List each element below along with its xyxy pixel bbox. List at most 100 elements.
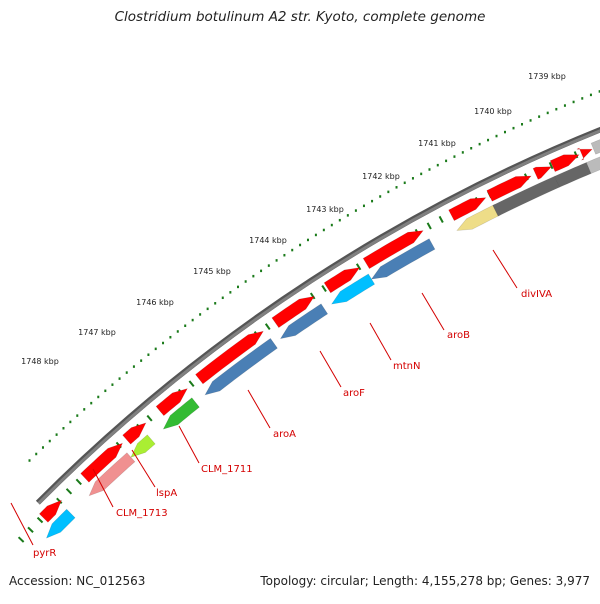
cds-feature — [130, 434, 156, 458]
scale-dot — [503, 130, 506, 134]
gene-label-connector — [131, 449, 156, 488]
scale-label: 1740 kbp — [474, 107, 512, 116]
gene-label: divIVA — [521, 289, 552, 300]
cds-feature — [323, 267, 361, 294]
gene-label-connector — [319, 350, 342, 388]
scale-dot — [221, 296, 224, 300]
scale-dot — [191, 318, 194, 322]
scale-dot — [330, 223, 333, 227]
scale-dot — [495, 134, 498, 138]
scale-dot — [411, 177, 414, 180]
scale-dot — [118, 377, 121, 380]
cds-feature — [586, 156, 600, 174]
cds-feature — [88, 452, 136, 497]
gene-label-connector — [369, 322, 392, 361]
scale-dot — [403, 181, 406, 185]
gene-label: aroA — [273, 429, 296, 440]
gene-label: aroF — [343, 388, 365, 399]
scale-dot — [41, 446, 44, 449]
scale-dot — [140, 359, 143, 362]
scale-dot — [322, 228, 325, 232]
scale-dot — [214, 302, 217, 305]
scale-dot — [69, 420, 72, 424]
genome-summary-text: Topology: circular; Length: 4,155,278 bp… — [260, 574, 590, 588]
scale-dot — [28, 459, 31, 462]
gene-label-connector — [10, 502, 34, 546]
scale-dot — [420, 172, 423, 176]
scale-dot — [354, 209, 357, 212]
scale-dot — [598, 90, 600, 93]
scale-dot — [48, 439, 51, 443]
scale-label: 1743 kbp — [306, 205, 344, 214]
track-tick — [264, 323, 271, 331]
scale-dot — [581, 97, 584, 100]
scale-dot — [470, 147, 473, 150]
cds-feature — [195, 330, 264, 385]
track-tick — [146, 414, 153, 422]
scale-dot — [35, 452, 38, 456]
scale-label: 1739 kbp — [528, 72, 566, 81]
gene-label: CLM_1713 — [116, 508, 168, 519]
gene-label-connector — [492, 249, 518, 289]
track-tick — [321, 285, 327, 293]
scale-dot — [76, 414, 79, 417]
scale-dot — [236, 285, 239, 289]
track-tick — [36, 516, 44, 524]
track-tick — [309, 292, 316, 300]
gene-label: CLM_1711 — [201, 464, 253, 475]
scale-dot — [244, 280, 247, 283]
scale-dot — [132, 365, 135, 368]
scale-dot — [314, 233, 317, 237]
scale-dot — [104, 389, 107, 393]
backbone-arc — [37, 129, 600, 505]
track-tick — [426, 222, 432, 230]
scale-dot — [154, 347, 157, 351]
scale-label: 1748 kbp — [21, 357, 59, 366]
scale-dot — [346, 214, 349, 217]
scale-dot — [169, 335, 172, 339]
cds-feature — [576, 147, 593, 161]
gene-label-connector — [178, 425, 200, 464]
scale-dot — [283, 253, 286, 257]
gene-label: lspA — [156, 488, 177, 499]
cds-feature — [204, 337, 278, 396]
scale-dot — [428, 168, 431, 171]
scale-dot — [478, 142, 481, 146]
scale-dot — [555, 107, 558, 111]
scale-dot — [267, 264, 270, 267]
cds-feature — [279, 303, 329, 340]
scale-dot — [521, 123, 524, 126]
cds-feature — [38, 499, 63, 523]
scale-dot — [538, 115, 541, 118]
track-tick — [65, 488, 73, 495]
scale-dot — [111, 383, 114, 386]
scale-dot — [362, 204, 365, 208]
track-tick — [548, 161, 554, 170]
cds-feature — [330, 273, 376, 305]
scale-label: 1742 kbp — [362, 172, 400, 181]
accession-text: Accession: NC_012563 — [9, 574, 146, 588]
scale-dot — [260, 269, 263, 273]
scale-dot — [338, 218, 341, 222]
scale-dot — [436, 163, 439, 167]
cds-feature — [532, 166, 553, 180]
scale-dot — [461, 151, 464, 154]
track-tick — [17, 536, 25, 543]
scale-dot — [275, 259, 278, 262]
cds-feature — [448, 197, 487, 222]
scale-dot — [252, 274, 255, 278]
scale-dot — [83, 408, 86, 411]
track-tick — [27, 526, 34, 533]
gene-label: mtnN — [393, 361, 420, 372]
scale-dot — [176, 330, 179, 333]
cds-feature — [162, 397, 200, 430]
scale-dot — [589, 93, 592, 97]
track-tick — [188, 380, 195, 388]
cds-feature — [362, 230, 424, 270]
scale-dot — [199, 313, 202, 316]
track-tick — [438, 215, 444, 223]
scale-dot — [229, 291, 232, 294]
scale-dot — [97, 395, 100, 399]
